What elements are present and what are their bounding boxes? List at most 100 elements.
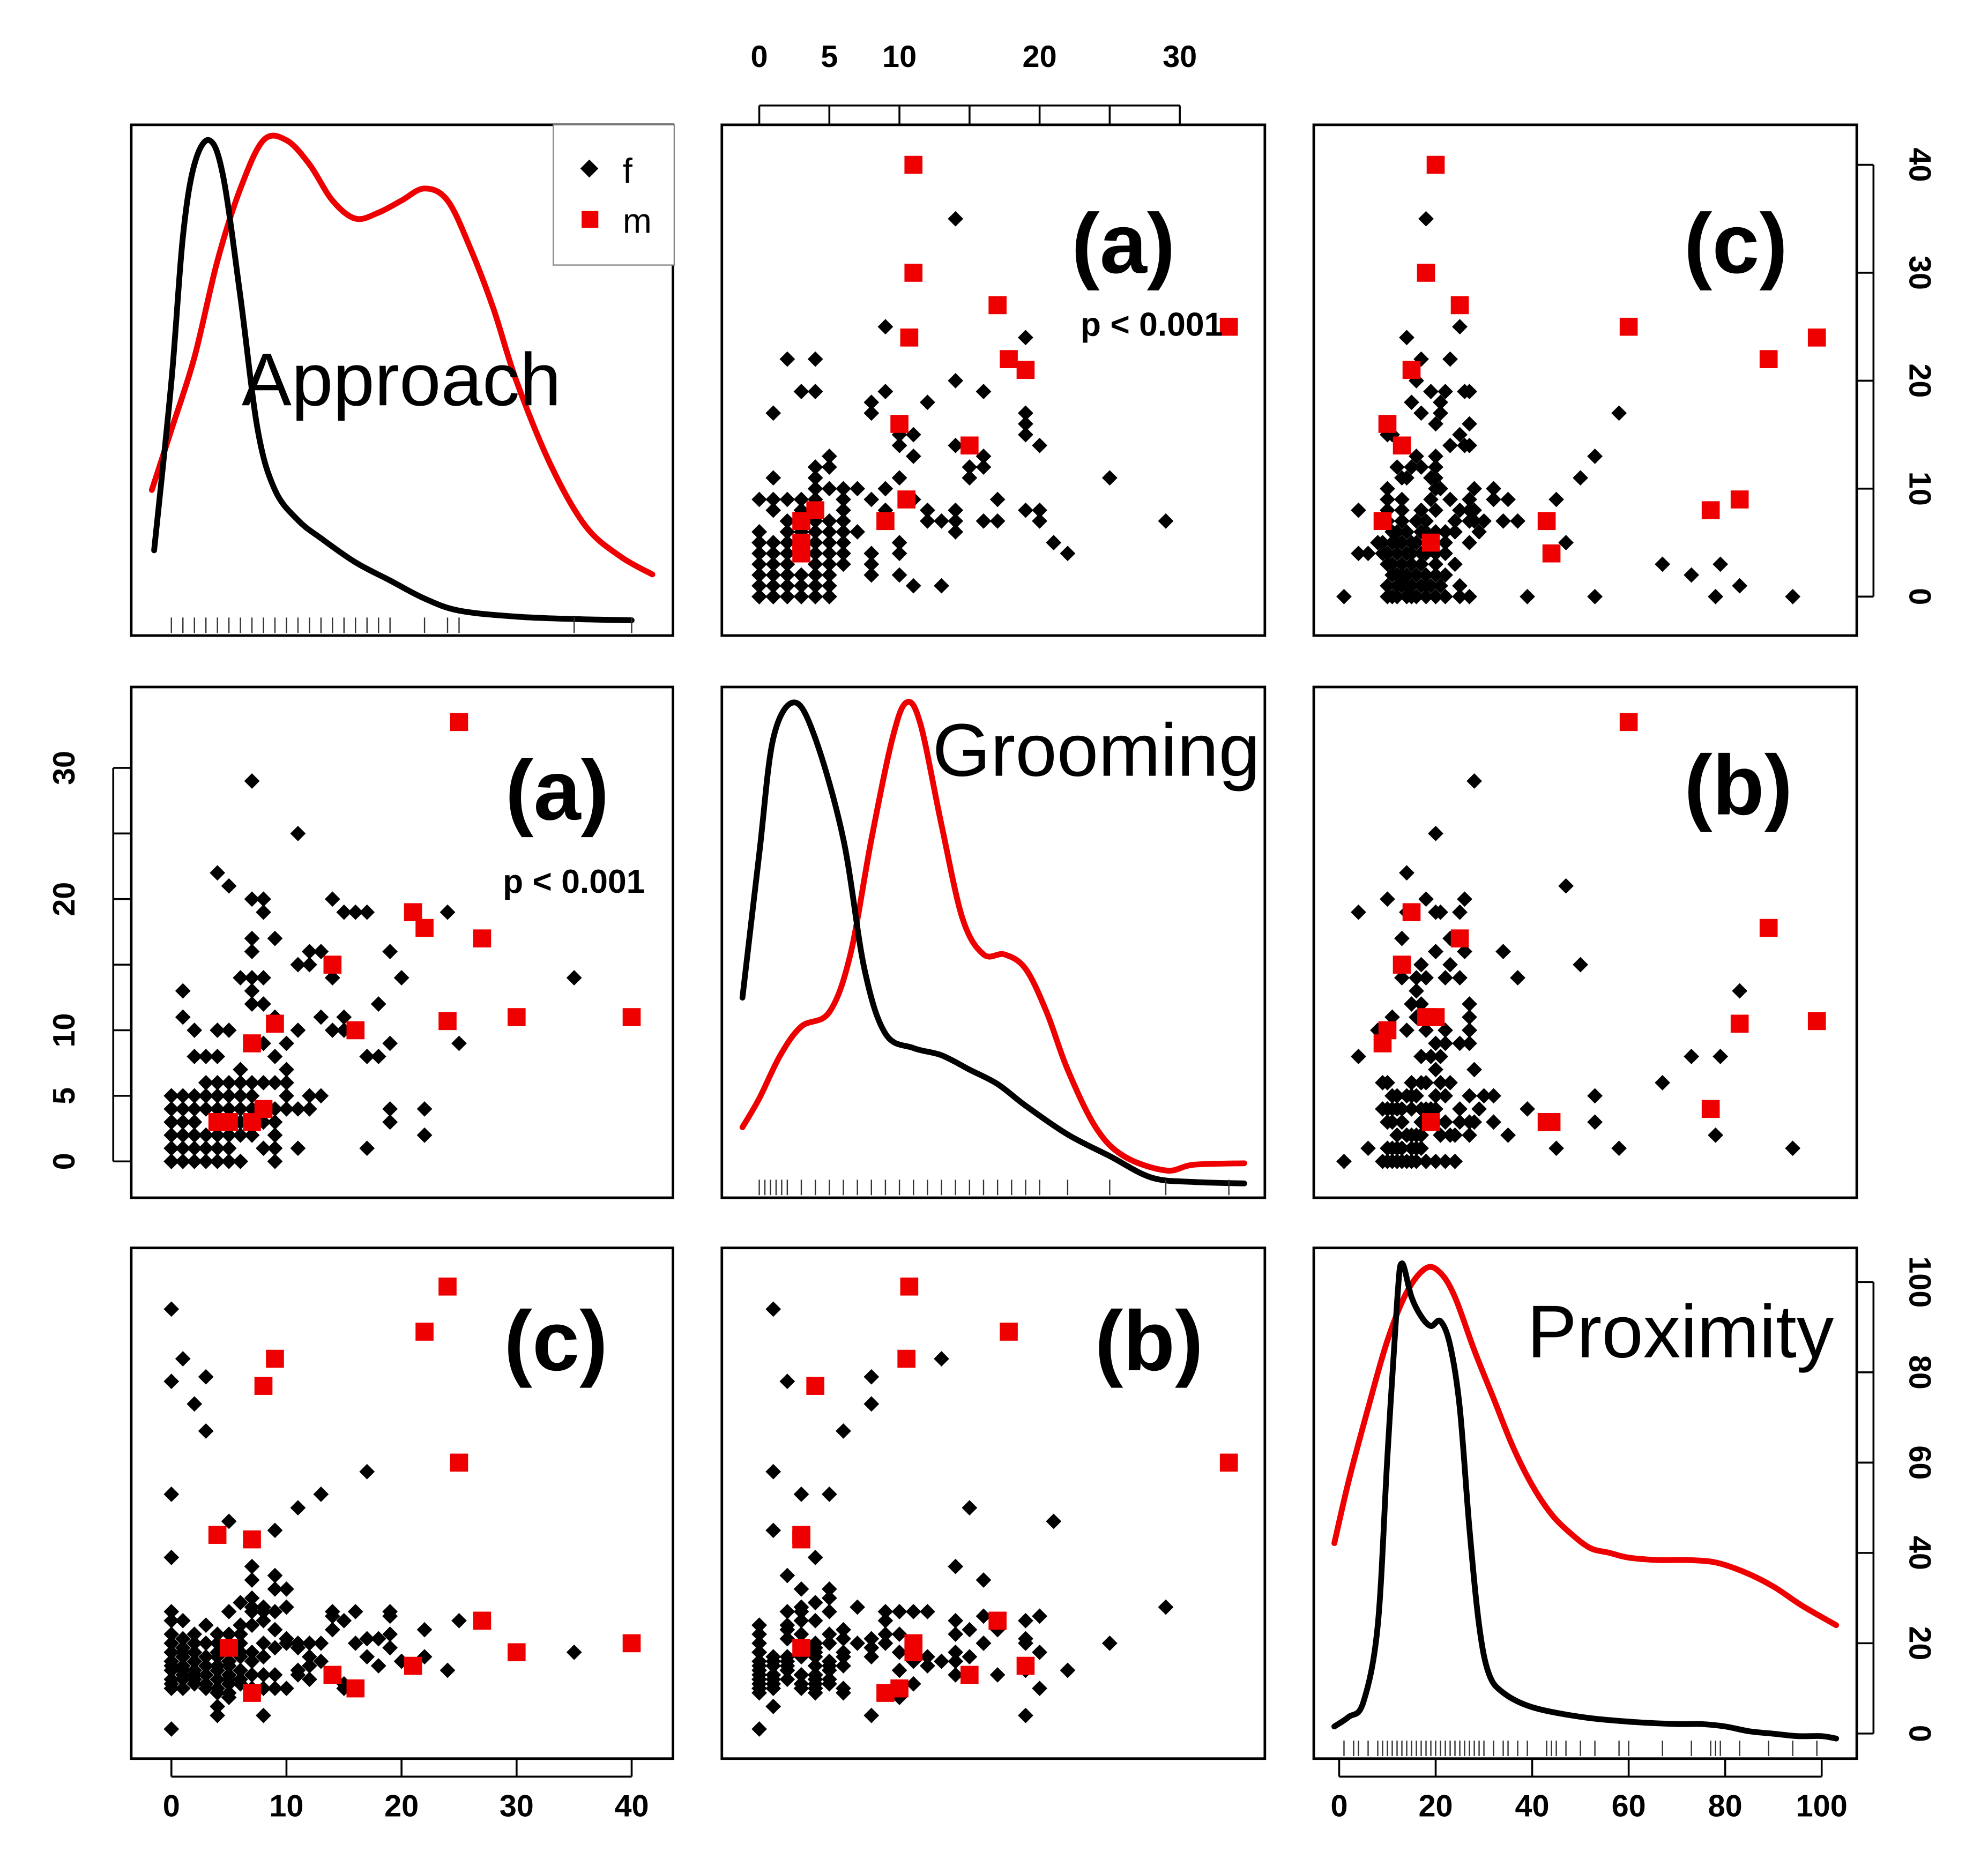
panel-frame-approach-grooming (720, 123, 1267, 637)
point-f (1404, 1074, 1419, 1091)
point-f (1380, 578, 1395, 594)
point-f (1442, 491, 1458, 507)
point-f (807, 1595, 823, 1610)
point-f (175, 1140, 191, 1156)
point-f (233, 1088, 248, 1104)
point-f (187, 1140, 203, 1156)
point-f (175, 1662, 191, 1678)
point-f (175, 1612, 191, 1629)
point-f (1018, 1631, 1033, 1647)
point-f (359, 904, 375, 920)
point-m (876, 512, 895, 531)
tick-label-top: 10 (882, 40, 917, 74)
point-f (807, 384, 823, 399)
point-m (1426, 155, 1445, 174)
point-f (948, 211, 964, 227)
point-f (313, 1653, 329, 1669)
point-f (1433, 394, 1448, 410)
point-f (1384, 1114, 1400, 1130)
point-f (891, 1644, 907, 1660)
point-m (1759, 919, 1778, 937)
point-f (751, 1671, 767, 1688)
point-m (404, 903, 422, 922)
point-f (279, 1088, 294, 1104)
point-f (821, 1581, 837, 1597)
point-f (836, 513, 851, 529)
point-f (821, 1676, 837, 1692)
point-f (948, 373, 964, 389)
point-f (267, 1074, 283, 1091)
point-f (1510, 970, 1525, 986)
point-f (919, 502, 935, 518)
point-f (359, 1140, 375, 1156)
point-f (244, 1667, 260, 1683)
point-f (187, 1114, 203, 1130)
point-f (244, 930, 260, 946)
point-f (1684, 1049, 1700, 1064)
panel-label-c-upper: (c) (1684, 196, 1788, 291)
point-f (347, 1603, 363, 1619)
point-f (187, 1635, 203, 1651)
point-f (1573, 957, 1588, 973)
point-f (440, 904, 456, 920)
point-f (765, 405, 781, 421)
point-f (163, 1662, 180, 1678)
point-f (256, 891, 271, 907)
tick-label-right-proximity: 0 (1903, 1725, 1937, 1742)
point-f (1462, 502, 1477, 518)
point-f (779, 1671, 795, 1688)
point-f (221, 1626, 237, 1642)
point-f (962, 1649, 978, 1665)
point-f (1452, 1035, 1468, 1051)
point-f (919, 394, 935, 410)
point-f (244, 1088, 260, 1104)
point-f (221, 1667, 237, 1683)
point-f (793, 1667, 809, 1683)
tick-label-bottom-proximity: 60 (1612, 1789, 1646, 1824)
point-f (1587, 449, 1603, 464)
tick-label-bottom-proximity: 80 (1708, 1789, 1743, 1824)
point-f (836, 481, 851, 497)
point-f (1413, 556, 1429, 572)
point-f (163, 1612, 180, 1629)
point-f (863, 491, 880, 507)
point-f (1486, 1088, 1501, 1104)
point-f (244, 944, 260, 960)
point-f (279, 1681, 294, 1697)
point-f (1336, 1153, 1352, 1169)
point-f (836, 502, 851, 518)
point-f (267, 1603, 283, 1619)
point-m (988, 296, 1007, 315)
point-f (221, 1685, 237, 1701)
point-f (313, 944, 329, 960)
point-f (221, 1603, 237, 1619)
point-f (244, 1074, 260, 1091)
tick-label-bottom-approach: 0 (163, 1789, 180, 1824)
point-f (187, 1626, 203, 1642)
point-m (1378, 415, 1397, 433)
point-f (934, 1653, 949, 1669)
point-f (934, 1351, 949, 1367)
point-f (765, 556, 781, 572)
point-f (779, 1373, 795, 1390)
point-f (1433, 578, 1448, 594)
tick-label-bottom-proximity: 20 (1418, 1789, 1453, 1824)
tick-label-right-proximity: 80 (1903, 1355, 1937, 1390)
point-f (324, 1022, 340, 1038)
point-f (1413, 502, 1429, 518)
point-f (877, 1635, 894, 1651)
density-approach-f (151, 137, 635, 623)
point-f (1548, 491, 1564, 507)
point-f (962, 1500, 978, 1516)
point-f (1462, 1009, 1477, 1025)
point-m (1537, 1113, 1556, 1131)
point-f (1452, 427, 1468, 443)
point-f (1399, 1022, 1414, 1038)
point-f (1438, 546, 1453, 562)
point-f (863, 546, 880, 562)
point-f (221, 1676, 237, 1692)
point-f (175, 1681, 191, 1697)
point-f (1418, 513, 1434, 529)
point-f (279, 1074, 294, 1091)
